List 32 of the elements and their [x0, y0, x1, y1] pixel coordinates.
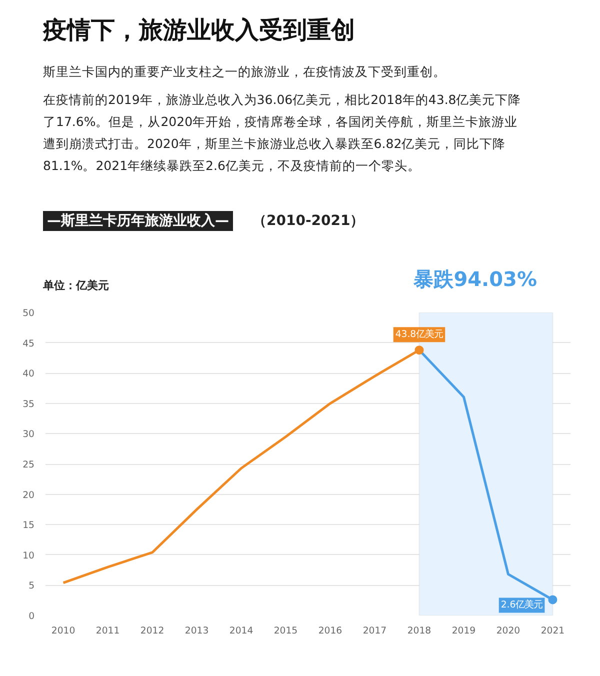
- x-tick-label: 2012: [140, 626, 164, 636]
- text: 在疫情前的2019年，旅游业总收入为36.06亿美元，相比2018年的43.8亿美元下降了17.6%。但是，从2020年开始，疫情席卷全球，各国闭关停航，斯里兰卡旅游业遭到崩溃式打击。2020年，斯里兰卡旅游业总收入暴跌至6.82亿美元，同比下降81.1%。2021年继续暴跌至2.6亿美元，不及疫情前的一个零头。: [43, 91, 522, 175]
- annotation: 43.8亿美元: [395, 329, 444, 340]
- x-tick-label: 2019: [452, 626, 476, 636]
- x-tick-label: 2010: [51, 626, 76, 636]
- x-tick-label: 2013: [184, 626, 209, 636]
- x-tick-label: 2017: [362, 626, 387, 636]
- y-axis-title: 单位：亿美元: [43, 278, 109, 294]
- chart-title: 疫情下，旅游业收入受到重创: [42, 15, 355, 46]
- annotation: 2.6亿美元: [500, 600, 543, 611]
- x-tick-label: 2014: [229, 626, 254, 636]
- y-tick-label: 30: [22, 429, 35, 440]
- x-tick-label: 2018: [407, 626, 432, 636]
- x-tick-label: 2016: [318, 626, 342, 636]
- y-tick-label: 5: [28, 580, 35, 592]
- band-label: 暴跌94.03%: [414, 267, 537, 291]
- y-tick-label: 15: [22, 520, 35, 532]
- y-tick-label: 35: [22, 398, 35, 410]
- text: 斯里兰卡国内的重要产业支柱之一的旅游业，在疫情波及下受到重创。: [43, 63, 447, 81]
- y-tick-label: 10: [22, 550, 35, 562]
- chart-subtitle: —斯里兰卡历年旅游业收入—: [43, 211, 233, 231]
- y-tick-label: 25: [22, 460, 35, 470]
- y-tick-label: 20: [22, 490, 35, 501]
- x-tick-label: 2015: [274, 626, 298, 636]
- x-tick-label: 2011: [96, 626, 120, 636]
- text: （2010-2021）: [252, 213, 364, 229]
- y-tick-label: 50: [22, 308, 35, 319]
- x-tick-label: 2021: [540, 626, 565, 636]
- y-tick-label: 45: [22, 338, 35, 350]
- x-tick-label: 2020: [496, 626, 520, 636]
- y-tick-label: 0: [28, 611, 35, 622]
- y-tick-label: 40: [22, 368, 35, 380]
